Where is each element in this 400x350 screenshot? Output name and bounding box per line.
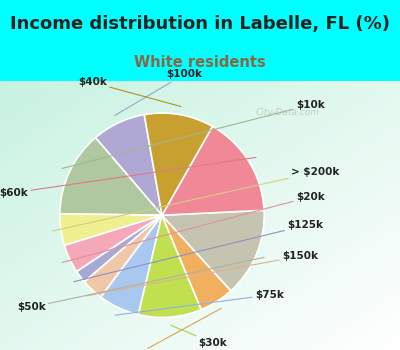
Text: $10k: $10k bbox=[62, 100, 324, 168]
Wedge shape bbox=[84, 215, 162, 297]
Text: > $200k: > $200k bbox=[53, 167, 340, 231]
Text: $20k: $20k bbox=[62, 192, 324, 262]
Text: City-Data.com: City-Data.com bbox=[256, 108, 320, 117]
Wedge shape bbox=[162, 215, 231, 310]
Wedge shape bbox=[60, 138, 162, 215]
Text: $125k: $125k bbox=[74, 220, 323, 282]
Wedge shape bbox=[138, 215, 201, 317]
Wedge shape bbox=[64, 215, 162, 272]
Wedge shape bbox=[101, 215, 162, 315]
Text: $60k: $60k bbox=[0, 158, 256, 198]
Text: $150k: $150k bbox=[86, 251, 318, 296]
Text: $40k: $40k bbox=[78, 77, 181, 106]
Wedge shape bbox=[96, 114, 162, 215]
Text: $75k: $75k bbox=[115, 290, 284, 315]
Text: $50k: $50k bbox=[17, 257, 264, 312]
Text: $30k: $30k bbox=[171, 325, 228, 348]
Wedge shape bbox=[162, 126, 264, 215]
Wedge shape bbox=[77, 215, 162, 282]
Text: $200k: $200k bbox=[115, 308, 221, 350]
Text: $100k: $100k bbox=[115, 69, 202, 116]
Wedge shape bbox=[162, 210, 264, 291]
Text: Income distribution in Labelle, FL (%): Income distribution in Labelle, FL (%) bbox=[10, 15, 390, 33]
Wedge shape bbox=[144, 113, 212, 215]
Wedge shape bbox=[60, 214, 162, 245]
Text: White residents: White residents bbox=[134, 55, 266, 70]
